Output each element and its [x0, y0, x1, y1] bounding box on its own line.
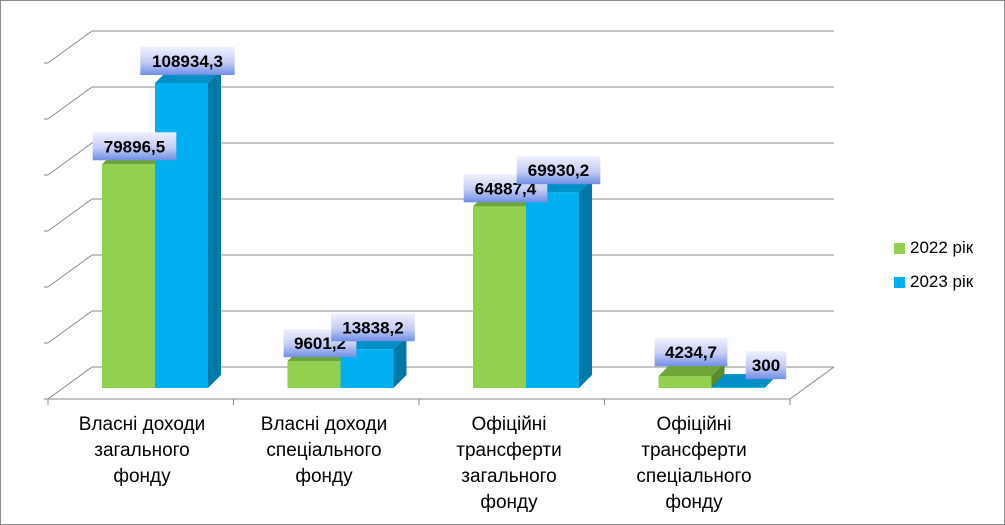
legend: 2022 рік 2023 рік — [894, 231, 973, 299]
gridline — [47, 142, 834, 176]
bar-2022-cat3 — [473, 206, 526, 388]
bar-side — [579, 179, 592, 388]
data-label-text: 108934,3 — [152, 52, 223, 71]
data-label-box — [516, 156, 601, 185]
data-label-text: 4234,7 — [665, 343, 717, 362]
category-label-4: Офіційні трансферти спеціального фонду — [636, 414, 752, 513]
gridline — [47, 86, 834, 120]
data-label-2022-cat4: 4234,7 — [654, 338, 728, 367]
data-label-box — [140, 46, 235, 75]
data-label-text: 79896,5 — [104, 137, 165, 156]
legend-swatch-2022 — [894, 242, 905, 254]
gridline — [47, 30, 834, 64]
bar-top — [658, 363, 725, 377]
data-label-2022-cat1: 79896,5 — [92, 132, 177, 161]
bar-side — [208, 69, 221, 389]
bar-side — [393, 336, 407, 388]
data-label-box — [92, 132, 177, 161]
bar-2022-cat2 — [287, 361, 341, 388]
bar-2022-cat1 — [102, 164, 155, 388]
data-label-2023-cat1: 108934,3 — [140, 46, 235, 75]
category-label-3: Офіційні трансферти загального фонду — [456, 414, 562, 513]
data-label-2023-cat4: 300 — [745, 351, 787, 380]
data-label-box — [654, 338, 728, 367]
data-label-box — [331, 313, 415, 342]
data-label-2023-cat2: 13838,2 — [331, 313, 415, 342]
bar-2022-cat4 — [658, 376, 712, 388]
bar-2023-cat4 — [711, 387, 765, 388]
data-labels: 79896,5108934,39601,213838,264887,469930… — [92, 46, 787, 380]
data-label-text: 13838,2 — [342, 318, 403, 337]
category-label-1: Власні доходи загального фонду — [78, 414, 206, 487]
legend-label-2022: 2022 рік — [910, 238, 974, 257]
gridlines — [44, 30, 835, 405]
legend-swatch-2023 — [894, 276, 905, 288]
data-label-2023-cat3: 69930,2 — [516, 156, 601, 185]
data-label-text: 300 — [752, 356, 780, 375]
bar-2023-cat1 — [155, 82, 208, 389]
legend-label-2023: 2023 рік — [910, 272, 974, 291]
data-label-text: 69930,2 — [528, 161, 589, 180]
bar-2023-cat3 — [526, 192, 579, 388]
bar-side — [711, 363, 725, 388]
data-label-box — [745, 351, 787, 380]
category-label-2: Власні доходи спеціального фонду — [260, 414, 388, 487]
legend-item-2023: 2023 рік — [894, 265, 973, 299]
legend-item-2022: 2022 рік — [894, 231, 973, 265]
